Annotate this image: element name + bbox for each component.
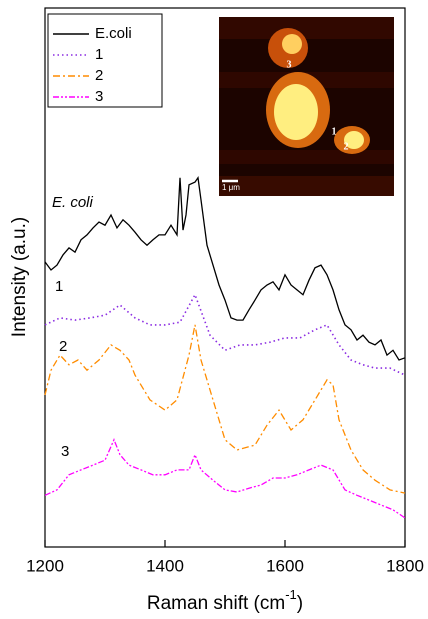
inset-label: 1 xyxy=(332,126,337,137)
inset-band xyxy=(219,150,394,164)
x-axis-label: Raman shift (cm-1) xyxy=(147,587,303,614)
series-line xyxy=(45,295,405,375)
annotation: 3 xyxy=(61,443,69,460)
inset-scale-label: 1 μm xyxy=(222,183,240,192)
series-line xyxy=(45,440,405,518)
x-axis-label-end: ) xyxy=(297,593,303,614)
x-tick-label: 1200 xyxy=(26,556,64,575)
annotation: 2 xyxy=(59,338,67,355)
inset-image: 1 μm 3 1 2 xyxy=(219,17,394,196)
legend-label: 3 xyxy=(95,88,103,105)
x-tick-label: 1600 xyxy=(266,556,304,575)
inset-label: 2 xyxy=(344,141,349,152)
annotation: 1 xyxy=(55,278,63,295)
x-tick-label: 1800 xyxy=(386,556,424,575)
y-axis-label: Intensity (a.u.) xyxy=(9,217,30,337)
inset-band xyxy=(219,176,394,196)
annotation: E. coli xyxy=(52,194,94,211)
inset-band xyxy=(219,17,394,39)
inset-label: 3 xyxy=(287,59,292,70)
series-line xyxy=(45,325,405,493)
legend-label: 2 xyxy=(95,67,103,84)
inset-blob xyxy=(282,34,302,54)
series-line xyxy=(45,178,405,360)
chart: 1 μm 3 1 2 Intensity (a.u.) Raman shift … xyxy=(0,0,428,619)
x-axis-label-sup: -1 xyxy=(285,587,297,602)
inset-blob xyxy=(274,84,318,140)
legend: E.coli 1 2 3 xyxy=(48,14,162,107)
x-axis-label-text: Raman shift (cm xyxy=(147,593,285,614)
x-tick-label: 1400 xyxy=(146,556,184,575)
legend-label: 1 xyxy=(95,46,103,63)
legend-label: E.coli xyxy=(95,25,132,42)
